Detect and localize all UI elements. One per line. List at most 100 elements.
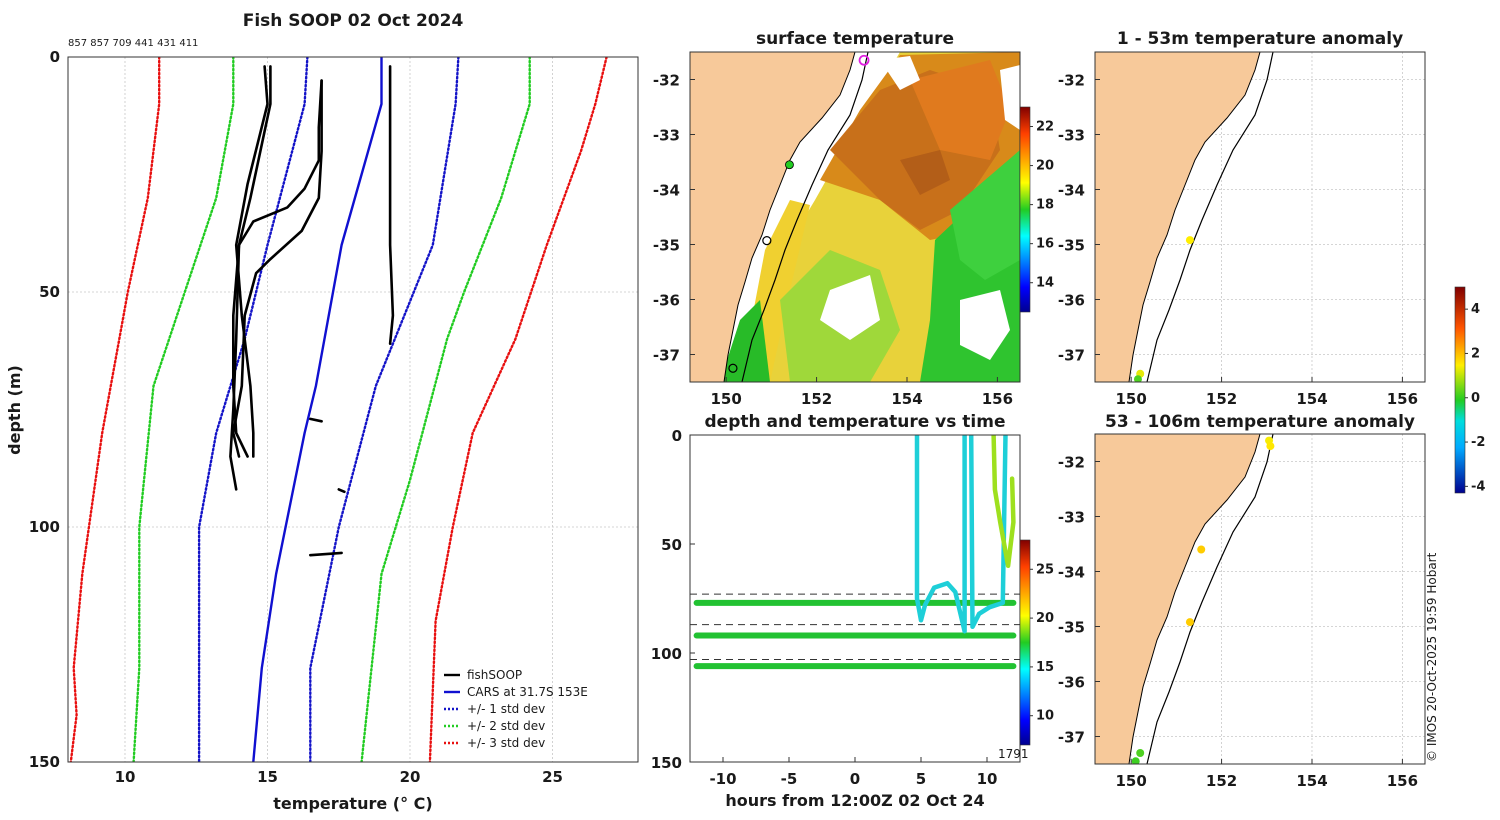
sst-map-ticks: 150 152 154 156 -32 -33 -34 -35 -36 -37: [653, 72, 1013, 409]
anomaly-colorbar: [1454, 286, 1466, 494]
anomaly-shallow-title: 1 - 53m temperature anomaly: [1117, 29, 1403, 49]
depth-time-colorbar: [1019, 539, 1031, 746]
depth-time-ytick-label: 100: [651, 645, 682, 663]
anomaly-shallow-point: [1185, 236, 1194, 245]
anomaly-shallow-isobath: [1146, 52, 1274, 382]
sst-xtick-label: 156: [982, 390, 1013, 408]
sst-map-title: surface temperature: [756, 29, 954, 49]
cast-id-list: 857 857 709 441 431 411: [68, 38, 198, 49]
anomaly-deep-ytick-label: -34: [1058, 564, 1085, 582]
profile-axes-frame: [67, 56, 639, 763]
anomaly-colorbar-ticks: 4 2 0 -2 -4: [1465, 302, 1485, 494]
sst-map-field: [690, 52, 1020, 382]
sst-colorbar-ticks: 14 16 18 20 22: [1030, 120, 1054, 291]
profile-line-fishsoop-cast-3: [232, 79, 323, 458]
profile-ytick-label: 0: [50, 48, 60, 66]
anomaly-deep-xtick-label: 150: [1116, 772, 1147, 790]
anomaly-shallow-ticks: 150 152 154 156 -32 -33 -34 -35 -36 -37: [1058, 72, 1418, 409]
profile-ytick-label: 150: [29, 753, 60, 771]
anomaly-deep-title: 53 - 106m temperature anomaly: [1105, 412, 1415, 432]
anomaly-deep-point: [1197, 545, 1206, 554]
sst-coastline: [723, 52, 856, 382]
anomaly-deep-ytick-label: -33: [1058, 509, 1085, 527]
sst-colorbar-tick-label: 14: [1036, 276, 1054, 291]
anomaly-colorbar-tick-label: 0: [1471, 391, 1480, 406]
anomaly-shallow-xtick-label: 152: [1206, 390, 1237, 408]
depth-time-colorbar-tick-label: 15: [1036, 660, 1054, 675]
profile-line-fishsoop-cast-4: [232, 79, 323, 458]
anomaly-shallow-frame: [1094, 51, 1426, 383]
anomaly-shallow-land: [1095, 52, 1260, 382]
depth-time-ytick-label: 0: [672, 427, 682, 445]
sst-map-markers: [728, 54, 870, 373]
credit-text: © IMOS 20-Oct-2025 19:59 Hobart: [1425, 552, 1439, 762]
sst-ytick-label: -37: [653, 347, 680, 365]
depth-time-data: [690, 435, 1020, 670]
anomaly-deep-ytick-label: -32: [1058, 454, 1085, 472]
profile-line-fishsoop-cast-5: [388, 65, 395, 345]
sst-xtick-label: 150: [711, 390, 742, 408]
sst-xtick-label: 154: [891, 390, 922, 408]
anomaly-deep-land: [1095, 434, 1260, 764]
anomaly-deep-ytick-label: -37: [1058, 729, 1085, 747]
sst-cast-marker: [728, 363, 738, 373]
anomaly-deep-ticks: 150 152 154 156 -32 -33 -34 -35 -36 -37: [1058, 454, 1418, 791]
anomaly-shallow-ytick-label: -33: [1058, 127, 1085, 145]
sst-colorbar: [1019, 106, 1031, 313]
depth-time-colorbar-tick-label: 25: [1036, 562, 1054, 577]
profile-legend: fishSOOP CARS at 31.7S 153E +/- 1 std de…: [444, 668, 588, 750]
profile-line-fishsoop-fragment-b: [337, 488, 346, 494]
anomaly-shallow-panel: 1 - 53m temperature anomaly 150 152 154 156…: [1058, 29, 1426, 409]
depth-time-xtick-label: 5: [916, 770, 926, 788]
profile-xtick-label: 20: [400, 768, 421, 786]
sst-isobath: [741, 52, 869, 382]
anomaly-deep-panel: 53 - 106m temperature anomaly 150 152 154 1…: [1058, 412, 1426, 791]
anomaly-shallow-xtick-label: 156: [1387, 390, 1418, 408]
anomaly-deep-xtick-label: 156: [1387, 772, 1418, 790]
profile-xtick-label: 15: [257, 768, 278, 786]
sst-ytick-label: -35: [653, 237, 680, 255]
depth-time-xtick-label: 10: [977, 770, 998, 788]
anomaly-deep-xtick-label: 152: [1206, 772, 1237, 790]
anomaly-deep-point: [1136, 749, 1145, 757]
sst-cast-marker: [762, 236, 772, 246]
depth-time-colorbar-extra: 1791: [998, 747, 1029, 761]
legend-label-std3: +/- 3 std dev: [467, 736, 545, 750]
depth-time-colorbar-tick-label: 20: [1036, 611, 1054, 626]
depth-time-title: depth and temperature vs time: [705, 412, 1006, 432]
profile-xtick-label: 10: [115, 768, 136, 786]
anomaly-deep-points: [1131, 436, 1275, 764]
sst-colorbar-tick-label: 20: [1036, 159, 1054, 174]
profile-line--2-std-dev: [360, 57, 531, 762]
profile-ytick-label: 100: [29, 518, 60, 536]
sst-ytick-label: -33: [653, 127, 680, 145]
depth-time-xlabel: hours from 12:00Z 02 Oct 24: [725, 791, 984, 810]
profile-line-fishsoop-cast-2: [234, 65, 269, 458]
sst-ytick-label: -34: [653, 182, 680, 200]
anomaly-shallow-xtick-label: 150: [1116, 390, 1147, 408]
sst-ytick-label: -32: [653, 72, 680, 90]
anomaly-shallow-xtick-label: 154: [1296, 390, 1327, 408]
sst-ytick-label: -36: [653, 292, 680, 310]
anomaly-shallow-coastline: [1128, 52, 1261, 382]
depth-time-cast: [968, 435, 1008, 630]
profile-panel: Fish SOOP 02 Oct 2024 857 857 709 441 43…: [5, 11, 639, 813]
anomaly-deep-isobath: [1146, 434, 1274, 764]
sst-colorbar-tick-label: 16: [1036, 237, 1054, 252]
anomaly-colorbar-tick-label: -2: [1471, 435, 1485, 450]
profile-xtick-label: 25: [542, 768, 563, 786]
sst-station-marker: [785, 160, 794, 170]
sst-land: [690, 52, 855, 382]
anomaly-colorbar-tick-label: 4: [1471, 302, 1480, 317]
profile-line--1-std-dev: [309, 57, 460, 762]
depth-time-cast: [991, 435, 1016, 569]
depth-time-panel: depth and temperature vs time -10 -5 0 5 100…: [651, 412, 1054, 810]
anomaly-deep-xtick-label: 154: [1296, 772, 1327, 790]
depth-time-xtick-label: 0: [850, 770, 860, 788]
depth-time-xtick-label: -10: [709, 770, 736, 788]
profile-series-group: [69, 57, 608, 762]
anomaly-deep-point: [1185, 618, 1194, 627]
profile-ytick-label: 50: [39, 283, 60, 301]
